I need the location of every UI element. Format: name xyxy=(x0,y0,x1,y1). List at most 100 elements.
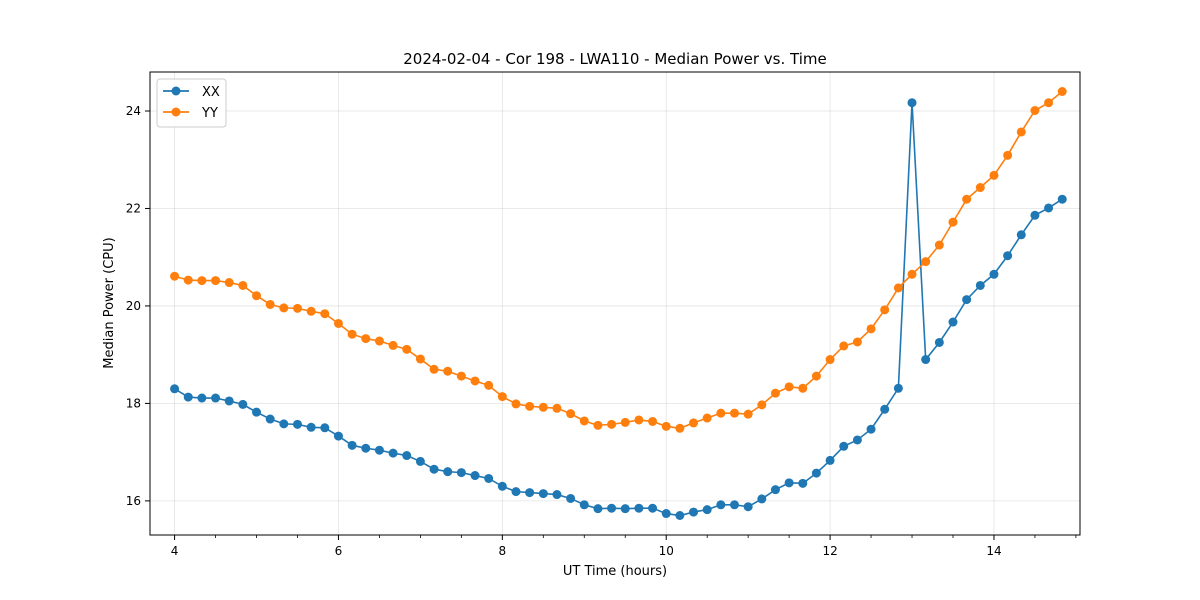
data-point-xx xyxy=(511,487,521,497)
legend-label-yy: YY xyxy=(201,106,218,121)
data-point-xx xyxy=(525,488,535,498)
y-tick-label: 18 xyxy=(126,396,141,410)
data-point-yy xyxy=(1016,127,1026,137)
data-point-xx xyxy=(443,467,453,477)
data-point-xx xyxy=(265,414,275,424)
data-point-yy xyxy=(880,305,890,315)
data-point-xx xyxy=(361,443,371,453)
y-tick-label: 22 xyxy=(126,201,141,215)
series-yy xyxy=(170,86,1067,433)
data-point-yy xyxy=(211,276,221,286)
data-point-xx xyxy=(374,445,384,455)
data-point-yy xyxy=(729,408,739,418)
data-point-xx xyxy=(648,503,658,513)
chart-title: 2024-02-04 - Cor 198 - LWA110 - Median P… xyxy=(403,50,827,68)
data-point-xx xyxy=(962,295,972,305)
data-point-yy xyxy=(183,275,193,285)
data-point-yy xyxy=(511,399,521,409)
x-tick-label: 6 xyxy=(335,544,343,558)
plot-frame xyxy=(149,71,1081,536)
data-point-xx xyxy=(484,473,494,483)
data-point-xx xyxy=(921,355,931,365)
data-point-xx xyxy=(552,490,562,500)
data-point-yy xyxy=(566,409,576,419)
data-point-xx xyxy=(839,441,849,451)
data-point-xx xyxy=(784,478,794,488)
data-point-yy xyxy=(743,409,753,419)
data-point-xx xyxy=(757,494,767,504)
data-point-xx xyxy=(306,422,316,432)
data-point-xx xyxy=(415,456,425,466)
grid xyxy=(150,72,1080,535)
data-point-xx xyxy=(1044,203,1054,213)
x-tick-label: 12 xyxy=(822,544,837,558)
data-point-xx xyxy=(661,509,671,519)
data-point-xx xyxy=(1030,210,1040,220)
data-point-yy xyxy=(497,392,507,402)
data-point-xx xyxy=(224,396,234,406)
data-point-xx xyxy=(607,503,617,513)
data-point-xx xyxy=(689,507,699,517)
y-axis-label: Median Power (CPU) xyxy=(102,237,117,368)
series-xx xyxy=(170,98,1067,521)
data-point-xx xyxy=(252,407,262,417)
data-point-xx xyxy=(975,280,985,290)
data-point-yy xyxy=(197,276,207,286)
data-point-xx xyxy=(566,493,576,503)
data-point-yy xyxy=(265,299,275,309)
data-point-yy xyxy=(716,408,726,418)
data-point-xx xyxy=(729,500,739,510)
x-axis-label: UT Time (hours) xyxy=(563,564,667,579)
data-point-yy xyxy=(170,271,180,281)
y-tick-label: 24 xyxy=(126,104,141,118)
data-point-yy xyxy=(675,423,685,433)
data-point-xx xyxy=(429,464,439,474)
data-point-yy xyxy=(770,388,780,398)
x-tick-label: 14 xyxy=(986,544,1001,558)
data-point-yy xyxy=(798,383,808,393)
data-point-xx xyxy=(634,503,644,513)
data-point-xx xyxy=(1016,230,1026,240)
series-group xyxy=(170,86,1067,521)
data-point-xx xyxy=(880,404,890,414)
data-point-yy xyxy=(893,283,903,293)
data-point-xx xyxy=(333,431,343,441)
data-point-xx xyxy=(279,419,289,429)
data-point-xx xyxy=(743,502,753,512)
data-point-yy xyxy=(648,416,658,426)
data-point-xx xyxy=(292,419,302,429)
data-point-yy xyxy=(757,400,767,410)
data-point-yy xyxy=(607,419,617,429)
data-point-yy xyxy=(388,340,398,350)
legend-label-xx: XX xyxy=(202,85,220,100)
data-point-yy xyxy=(989,170,999,180)
data-point-yy xyxy=(347,329,357,339)
data-point-yy xyxy=(921,257,931,267)
data-point-yy xyxy=(292,303,302,313)
data-point-yy xyxy=(852,337,862,347)
data-point-xx xyxy=(907,98,917,108)
data-point-yy xyxy=(252,291,262,301)
data-point-xx xyxy=(989,269,999,279)
data-point-xx xyxy=(497,481,507,491)
data-point-yy xyxy=(415,354,425,364)
data-point-yy xyxy=(525,401,535,411)
x-tick-label: 8 xyxy=(499,544,507,558)
data-point-yy xyxy=(429,364,439,374)
data-point-xx xyxy=(183,392,193,402)
x-tick-label: 10 xyxy=(659,544,674,558)
data-point-xx xyxy=(211,393,221,403)
data-point-xx xyxy=(593,504,603,514)
data-point-xx xyxy=(893,383,903,393)
data-point-yy xyxy=(224,278,234,288)
data-point-yy xyxy=(579,416,589,426)
data-point-yy xyxy=(1057,86,1067,96)
data-point-xx xyxy=(538,489,548,499)
legend: XX YY xyxy=(156,78,227,128)
data-point-yy xyxy=(948,217,958,227)
data-point-xx xyxy=(320,423,330,433)
data-point-yy xyxy=(702,413,712,423)
data-point-yy xyxy=(661,421,671,431)
data-point-yy xyxy=(402,344,412,354)
